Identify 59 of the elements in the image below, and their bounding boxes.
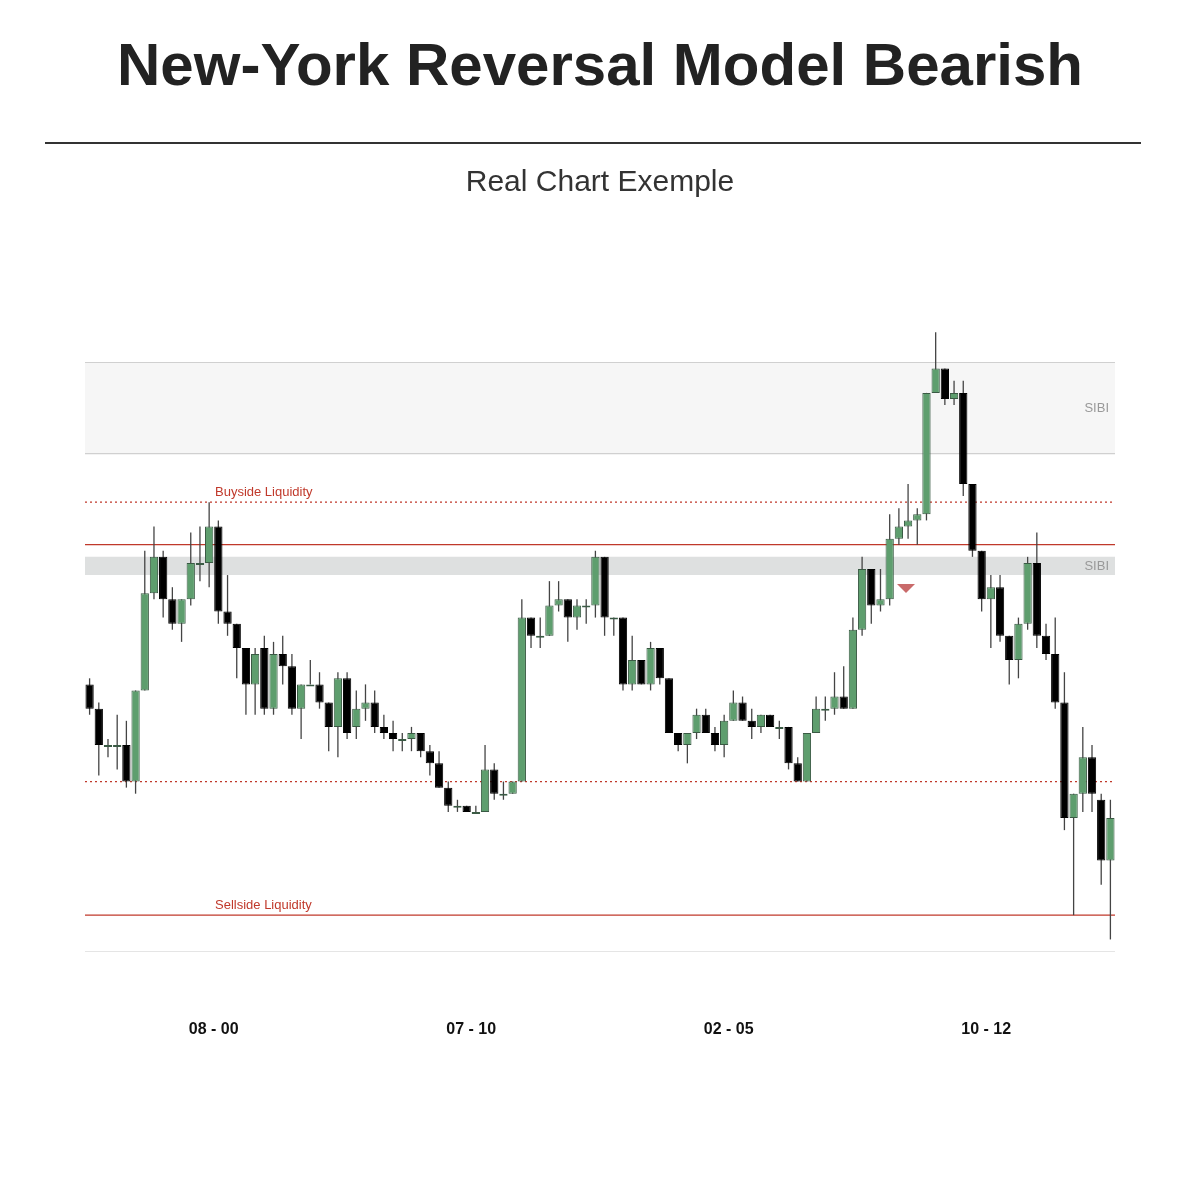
candlestick	[232, 623, 241, 679]
candlestick	[931, 331, 940, 394]
candlestick	[315, 671, 324, 710]
candlestick	[324, 701, 333, 752]
candlestick	[278, 635, 287, 686]
candlestick	[894, 507, 904, 546]
candlestick	[701, 708, 710, 734]
candlestick	[407, 726, 416, 752]
candlestick	[168, 586, 177, 631]
candlestick	[729, 689, 738, 722]
candlestick	[903, 483, 913, 540]
ref-line-label: Buyside Liquidity	[215, 484, 314, 500]
candlestick	[554, 580, 563, 613]
candlestick	[444, 780, 453, 813]
text: 07 - 10	[446, 1020, 497, 1038]
candlestick	[692, 708, 701, 740]
candlestick	[490, 762, 499, 801]
candlestick	[710, 726, 720, 752]
candlestick	[949, 380, 959, 406]
candlestick	[738, 695, 747, 722]
candlestick	[434, 750, 444, 789]
candlestick	[986, 574, 995, 649]
candlestick	[839, 665, 848, 710]
chart-subtitle: Real Chart Exemple	[464, 164, 736, 198]
candlestick	[830, 671, 839, 716]
candlestick	[720, 714, 729, 758]
candlestick	[563, 598, 572, 643]
candlestick	[195, 525, 205, 582]
candlestick	[526, 616, 536, 649]
candlestick	[352, 689, 361, 740]
candlestick	[388, 720, 398, 752]
candlestick	[811, 695, 821, 734]
ref-line-label: Sellside Liquidity	[215, 897, 313, 913]
candlestick	[361, 683, 370, 722]
candlestick	[85, 677, 94, 716]
candlestick	[223, 574, 232, 637]
text: 02 - 05	[703, 1020, 754, 1038]
candlestick	[793, 756, 802, 783]
text: 10 - 12	[961, 1020, 1012, 1038]
candlestick	[1005, 635, 1014, 686]
candlestick	[747, 708, 756, 740]
candlestick	[628, 635, 637, 692]
candlestick	[1069, 793, 1078, 916]
candlestick	[876, 568, 885, 613]
text: 08 - 00	[188, 1020, 239, 1038]
candlestick	[370, 689, 379, 734]
candlestick	[1041, 623, 1051, 661]
candlestick	[572, 598, 582, 631]
candlestick	[913, 507, 922, 546]
candlestick	[416, 732, 425, 758]
chart-title: New-York Reversal Model Bearish	[116, 30, 1084, 99]
candlestick	[425, 744, 434, 777]
band-label: SIBI	[1084, 399, 1109, 415]
candlestick	[103, 738, 113, 758]
candlestick	[296, 683, 306, 740]
candlestick	[379, 714, 389, 740]
candlestick	[683, 732, 692, 764]
band-label: SIBI	[1084, 557, 1109, 573]
candlestick	[177, 598, 186, 643]
